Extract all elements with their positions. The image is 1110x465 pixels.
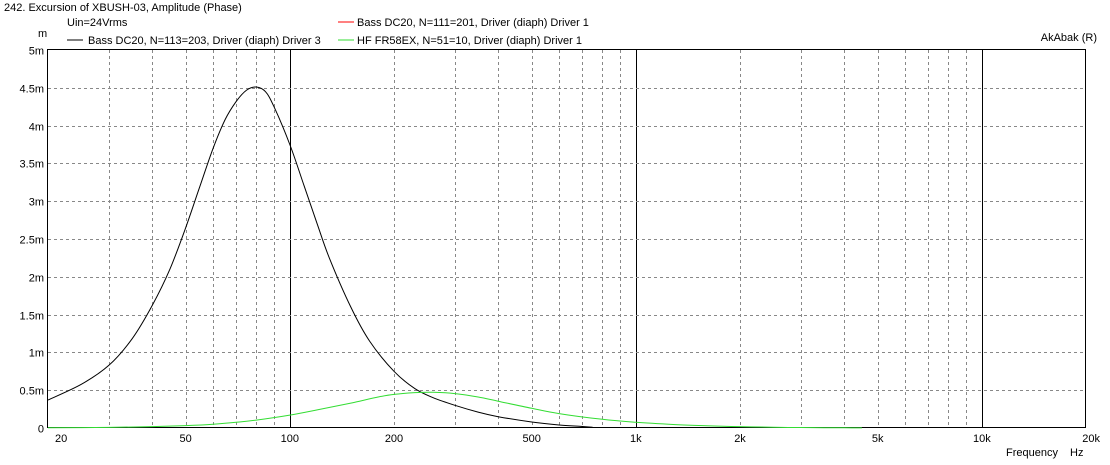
- y-tick-label: 4m: [29, 122, 44, 134]
- x-tick-label: 1k: [630, 433, 642, 445]
- legend-item-bass-driver-3: Bass DC20, N=113=203, Driver (diaph) Dri…: [67, 35, 321, 47]
- y-tick-label: 1m: [29, 348, 44, 360]
- y-tick-label: 3m: [29, 197, 44, 209]
- x-axis: 20 50 100 200 500 1k 2k 5k 10k 20k: [55, 433, 1100, 445]
- legend-label: Bass DC20, N=111=201, Driver (diaph) Dri…: [357, 17, 589, 29]
- y-tick-label: 2m: [29, 273, 44, 285]
- y-tick-label: 0.5m: [20, 386, 44, 398]
- y-tick-label: 1.5m: [20, 311, 44, 323]
- x-tick-label: 50: [180, 433, 192, 445]
- legend-item-bass-driver-1: Bass DC20, N=111=201, Driver (diaph) Dri…: [338, 17, 589, 29]
- legend: Bass DC20, N=111=201, Driver (diaph) Dri…: [67, 17, 589, 47]
- y-tick-label: 5m: [29, 46, 44, 58]
- x-tick-label: 5k: [872, 433, 884, 445]
- watermark-label: AkAbak (R): [1041, 32, 1097, 44]
- x-unit-label: Hz: [1070, 447, 1083, 459]
- grid: [48, 50, 1086, 428]
- y-axis: 0 0.5m 1m 1.5m 2m 2.5m 3m 3.5m 4m 4.5m 5m: [20, 46, 44, 436]
- x-tick-label: 200: [385, 433, 403, 445]
- x-tick-label: 100: [281, 433, 299, 445]
- chart-subtitle: Uin=24Vrms: [67, 17, 128, 29]
- x-tick-label: 500: [523, 433, 541, 445]
- y-tick-label: 4.5m: [20, 84, 44, 96]
- y-tick-label: 2.5m: [20, 235, 44, 247]
- legend-label: HF FR58EX, N=51=10, Driver (diaph) Drive…: [357, 35, 582, 47]
- legend-label: Bass DC20, N=113=203, Driver (diaph) Dri…: [88, 35, 321, 47]
- x-tick-label: 2k: [734, 433, 746, 445]
- x-axis-label: Frequency: [1006, 447, 1058, 459]
- y-tick-label: 0: [38, 424, 44, 436]
- series-line-2: [47, 391, 862, 429]
- x-tick-label: 20: [55, 433, 67, 445]
- plot-area: [47, 86, 862, 429]
- x-tick-label: 10k: [973, 433, 991, 445]
- legend-item-hf-driver-1: HF FR58EX, N=51=10, Driver (diaph) Drive…: [338, 35, 582, 47]
- y-unit-label: m: [38, 28, 47, 40]
- plot-frame: [47, 49, 1086, 428]
- y-tick-label: 3.5m: [20, 159, 44, 171]
- x-tick-label: 20k: [1082, 433, 1100, 445]
- series-line-1: [47, 86, 593, 428]
- chart-title: 242. Excursion of XBUSH-03, Amplitude (P…: [4, 2, 242, 14]
